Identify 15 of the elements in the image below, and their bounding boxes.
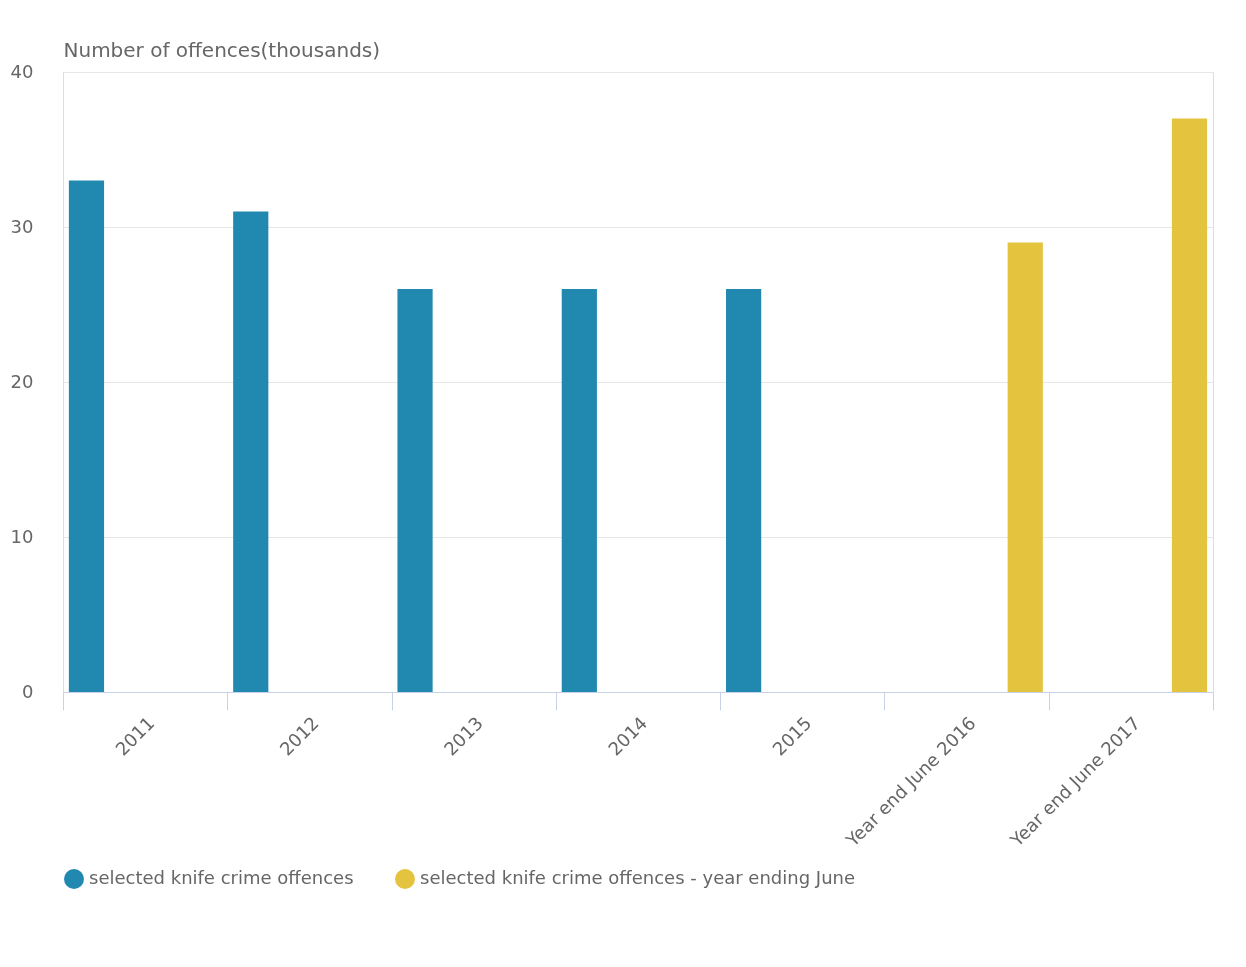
legend-label: selected knife crime offences	[89, 867, 354, 888]
bar	[397, 289, 433, 692]
bar	[726, 289, 762, 692]
y-tick-label: 10	[10, 525, 34, 547]
y-tick-label: 30	[10, 215, 34, 237]
bar	[561, 289, 597, 692]
bar	[1171, 118, 1208, 692]
y-tick-label: 40	[10, 60, 34, 82]
legend-label: selected knife crime offences - year ending June	[420, 867, 856, 888]
y-axis-title: Number of offences(thousands)	[63, 37, 381, 62]
bar	[68, 180, 105, 692]
y-tick-label: 0	[22, 680, 34, 702]
y-tick-label: 20	[10, 370, 34, 392]
bar	[1007, 242, 1043, 692]
bar	[233, 211, 269, 692]
